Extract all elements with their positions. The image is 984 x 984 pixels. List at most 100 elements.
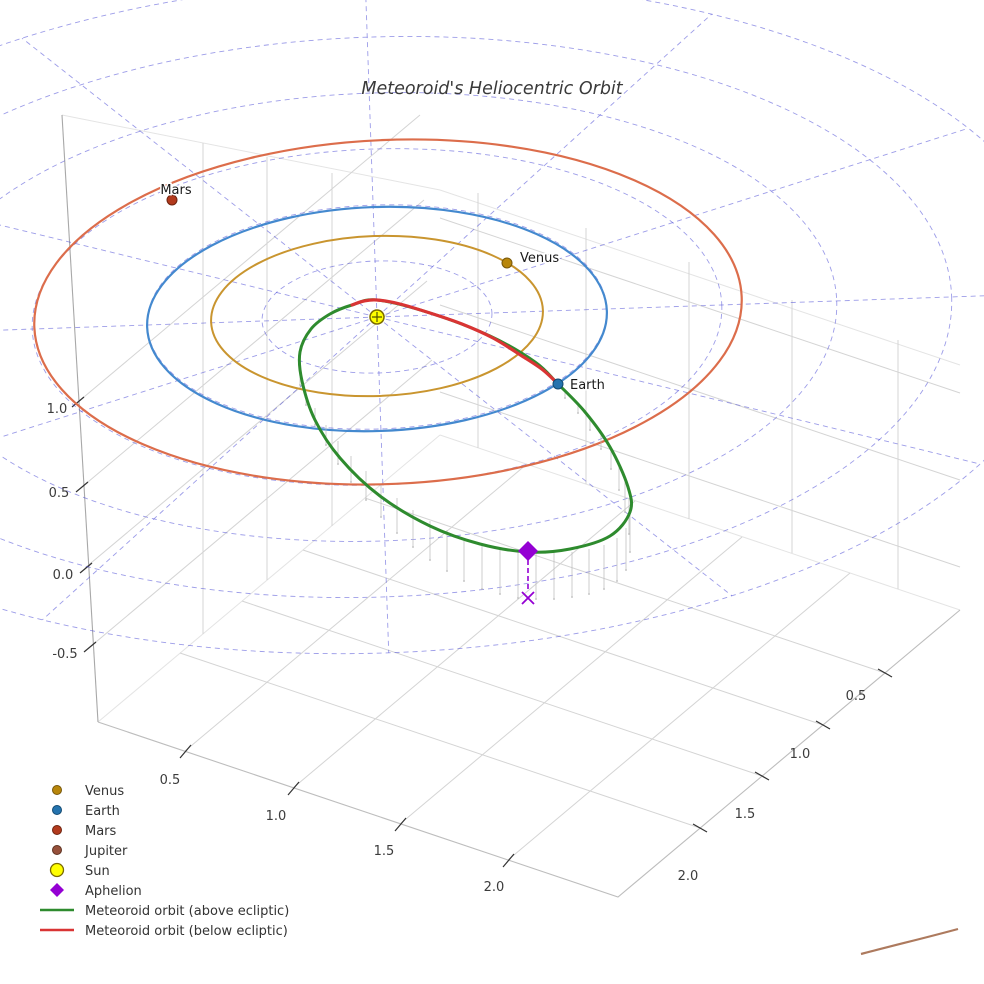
polar-radial [42,316,378,621]
x-tick-mark [179,744,192,759]
stem-foot [628,533,630,535]
polar-radial [376,316,981,465]
legend-label-mars: Mars [85,824,117,839]
venus-marker [501,257,513,269]
polar-radial [0,224,378,318]
stem-foot [553,598,555,600]
stem-foot [588,593,590,595]
legend-jupiter-icon [52,845,62,855]
wall-gridline [77,114,421,403]
z-tick-label: 0.0 [53,568,74,583]
z-tick-label: 1.0 [47,402,68,417]
legend-earth-icon [52,805,62,815]
z-axis-line [61,114,99,723]
x-tick-label: 0.5 [160,773,181,788]
stem-foot [396,532,398,534]
polar-radial [0,316,378,331]
earth-label: Earth [570,378,605,393]
legend: Venus Earth Mars Jupiter Sun Aphelion Me… [40,784,289,939]
stem-foot [535,598,537,600]
chart-title: Meteoroid's Heliocentric Orbit [361,79,623,99]
meteoroid-orbit-below-line [350,298,560,386]
y-tick-label: 1.0 [790,747,811,762]
floor-gridline [179,652,701,829]
mars-marker [166,194,178,206]
pane-edge [439,189,961,366]
legend-label-aphelion: Aphelion [85,884,142,899]
stem-foot [325,444,327,446]
pane-edge [61,114,441,191]
y-tick-mark [754,771,770,781]
polar-radial [376,13,712,318]
stem-foot [380,516,382,518]
stem-foot [337,463,339,465]
legend-label-meteoroid-below: Meteoroid orbit (below ecliptic) [85,924,288,939]
wall-gridline [439,217,961,394]
jupiter-orbit-arc [860,927,959,956]
stem-foot [314,424,316,426]
stem-foot [629,551,631,553]
wall-gridline [84,280,428,569]
floor-gridline [184,463,528,752]
stem-foot [577,412,579,414]
stem-lines [299,377,631,600]
y-tick-mark [877,668,893,678]
stem-foot [350,481,352,483]
floor-gridline [302,549,824,726]
venus-orbit-line [210,234,544,398]
legend-label-sun: Sun [85,864,110,879]
polar-ring [0,92,838,542]
z-tick-mark [75,481,89,493]
x-tick-label: 1.5 [374,844,395,859]
stem-foot [499,593,501,595]
legend-sun-icon [49,862,65,878]
stem-foot [481,588,483,590]
earth-orbit-line [146,205,608,433]
legend-label-meteoroid-above: Meteoroid orbit (above ecliptic) [85,904,289,919]
floor-gridline [507,572,851,861]
meteoroid-orbit-above-line [297,298,634,554]
z-tick-mark [83,641,97,653]
wall-gridline [439,391,961,568]
stem-foot [299,384,301,386]
z-axis-tick-labels: 1.0 0.5 0.0 -0.5 [47,402,78,662]
y-tick-label: 1.5 [735,807,756,822]
floor-gridline [241,600,763,777]
stem-foot [589,429,591,431]
y-tick-label: 0.5 [846,689,867,704]
ecliptic-polar-grid [0,0,984,655]
polar-radial [376,127,969,318]
stem-foot [305,404,307,406]
x-tick-mark [394,817,407,832]
polar-radial [376,316,390,653]
floor-gridline [364,497,886,674]
stem-foot [610,468,612,470]
stem-foot [600,448,602,450]
aphelion-diamond-icon [518,541,538,561]
stem-foot [571,596,573,598]
stem-foot [624,511,626,513]
y-tick-mark [692,823,708,833]
wall-gridline [81,199,425,488]
pane-grid [61,114,961,898]
meteoroid-orbit [297,298,634,554]
y-axis-tick-labels: 0.5 1.0 1.5 2.0 [678,689,867,884]
stem-foot [429,559,431,561]
x-tick-mark [287,781,300,796]
polar-radial [0,316,378,438]
aphelion-annotation [518,541,538,605]
legend-label-earth: Earth [85,804,120,819]
stem-foot [618,489,620,491]
venus-label: Venus [520,251,559,266]
stem-foot [412,546,414,548]
legend-aphelion-icon [50,883,64,897]
xy-axis-lines [97,609,961,898]
legend-venus-icon [52,785,62,795]
polar-radial [376,295,984,318]
mars-label: Mars [160,183,192,198]
floor-gridline [399,536,743,825]
mars-orbit-line [33,138,743,486]
z-tick-label: 0.5 [49,486,70,501]
